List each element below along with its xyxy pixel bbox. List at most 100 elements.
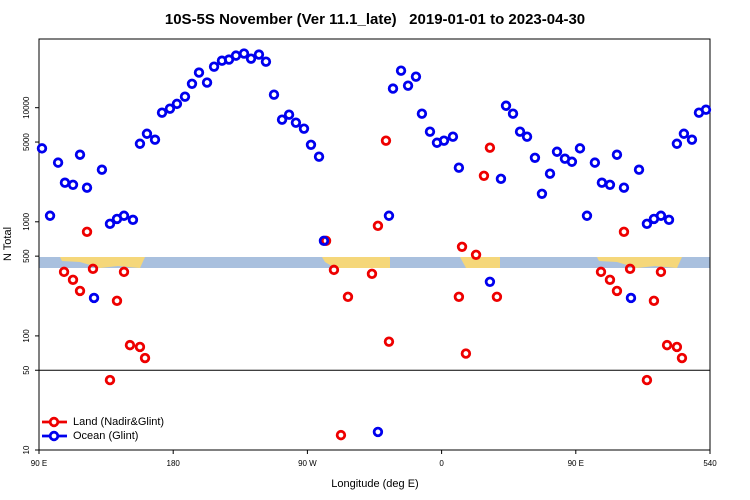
point bbox=[460, 348, 472, 359]
point bbox=[268, 89, 280, 100]
point bbox=[118, 266, 130, 278]
point bbox=[141, 128, 153, 139]
point bbox=[238, 48, 250, 59]
point bbox=[438, 135, 450, 146]
point bbox=[453, 291, 465, 303]
point bbox=[663, 214, 675, 226]
point bbox=[104, 374, 116, 386]
point bbox=[484, 142, 496, 153]
x-tick-label: 540 bbox=[703, 459, 717, 468]
point bbox=[81, 226, 93, 238]
point bbox=[529, 152, 541, 163]
x-tick-label: 90 W bbox=[298, 459, 317, 468]
map-strip bbox=[39, 257, 710, 268]
point bbox=[453, 162, 465, 173]
point bbox=[96, 164, 108, 175]
point bbox=[671, 341, 683, 353]
point bbox=[335, 429, 347, 441]
point bbox=[671, 138, 683, 149]
point bbox=[581, 210, 593, 221]
point bbox=[179, 91, 191, 102]
point bbox=[500, 100, 512, 111]
point bbox=[87, 263, 99, 275]
point bbox=[507, 108, 519, 119]
point bbox=[625, 292, 637, 304]
point bbox=[118, 210, 130, 221]
point bbox=[52, 157, 64, 168]
point bbox=[574, 143, 586, 154]
point bbox=[383, 210, 395, 221]
point bbox=[686, 134, 698, 145]
point bbox=[410, 71, 422, 82]
point bbox=[298, 123, 310, 134]
point bbox=[611, 149, 623, 160]
point bbox=[36, 143, 48, 154]
y-tick-label: 50 bbox=[22, 365, 31, 374]
point bbox=[58, 266, 70, 278]
point bbox=[655, 266, 667, 278]
point bbox=[88, 292, 100, 304]
point bbox=[536, 188, 548, 199]
x-tick-label: 90 E bbox=[568, 459, 584, 468]
point bbox=[380, 135, 392, 146]
y-tick-label: 10000 bbox=[22, 96, 31, 119]
point bbox=[111, 295, 123, 307]
point bbox=[67, 274, 79, 286]
point bbox=[74, 149, 86, 160]
point bbox=[655, 210, 667, 221]
point bbox=[134, 341, 146, 353]
point bbox=[193, 67, 205, 78]
point bbox=[495, 173, 507, 185]
y-axis-label: N Total bbox=[2, 227, 14, 261]
point bbox=[156, 107, 168, 118]
point bbox=[171, 98, 183, 110]
point bbox=[478, 170, 490, 182]
point bbox=[208, 61, 220, 72]
y-tick-label: 1000 bbox=[22, 212, 31, 230]
point bbox=[424, 126, 436, 137]
point bbox=[59, 177, 71, 188]
point bbox=[313, 151, 325, 162]
point bbox=[149, 134, 161, 145]
point bbox=[127, 214, 139, 226]
point bbox=[624, 263, 636, 275]
point bbox=[700, 104, 712, 115]
x-tick-label: 180 bbox=[167, 459, 181, 468]
legend-label: Ocean (Glint) bbox=[73, 430, 138, 442]
point bbox=[589, 157, 601, 168]
point bbox=[544, 168, 556, 179]
point bbox=[402, 80, 414, 91]
point bbox=[383, 336, 395, 347]
point bbox=[595, 266, 607, 278]
point bbox=[134, 138, 146, 149]
point bbox=[491, 291, 503, 303]
point bbox=[366, 268, 378, 280]
point bbox=[253, 49, 265, 60]
point bbox=[290, 117, 302, 128]
point bbox=[387, 83, 399, 94]
x-axis-label: Longitude (deg E) bbox=[331, 478, 418, 490]
chart-title: 10S-5S November (Ver 11.1_late) 2019-01-… bbox=[165, 11, 585, 28]
point bbox=[618, 182, 630, 193]
y-tick-label: 5000 bbox=[22, 133, 31, 151]
point bbox=[447, 131, 459, 142]
y-tick-label: 100 bbox=[22, 329, 31, 343]
point bbox=[305, 139, 317, 150]
point bbox=[514, 126, 526, 137]
y-tick-label: 10 bbox=[22, 445, 31, 454]
point bbox=[186, 78, 198, 89]
point bbox=[67, 179, 79, 190]
point bbox=[276, 114, 288, 125]
point bbox=[318, 235, 330, 247]
point bbox=[566, 156, 578, 167]
point bbox=[416, 108, 428, 119]
land-shape bbox=[322, 257, 390, 268]
point bbox=[641, 374, 653, 386]
point bbox=[342, 291, 354, 303]
point bbox=[470, 249, 482, 260]
point bbox=[633, 164, 645, 175]
point bbox=[124, 339, 136, 351]
y-tick-label: 500 bbox=[22, 249, 31, 263]
point bbox=[611, 285, 623, 297]
